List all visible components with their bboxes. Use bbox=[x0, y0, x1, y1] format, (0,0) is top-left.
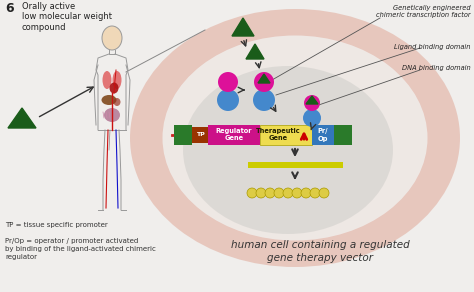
Ellipse shape bbox=[130, 9, 460, 267]
Circle shape bbox=[319, 188, 329, 198]
Text: Pr/Op = operator / promoter activated
by binding of the ligand-activated chimeri: Pr/Op = operator / promoter activated by… bbox=[5, 238, 156, 260]
Circle shape bbox=[283, 188, 293, 198]
Ellipse shape bbox=[183, 66, 393, 234]
Text: Pr/
Op: Pr/ Op bbox=[318, 128, 328, 142]
Circle shape bbox=[256, 188, 266, 198]
Polygon shape bbox=[8, 108, 36, 128]
Circle shape bbox=[304, 95, 320, 111]
Text: Ligand binding domain: Ligand binding domain bbox=[394, 44, 471, 50]
Bar bbox=[312, 125, 334, 145]
Circle shape bbox=[254, 72, 274, 92]
Circle shape bbox=[217, 89, 239, 111]
Circle shape bbox=[247, 188, 257, 198]
Ellipse shape bbox=[102, 71, 111, 89]
Polygon shape bbox=[232, 18, 254, 36]
Text: 6: 6 bbox=[5, 2, 14, 15]
Polygon shape bbox=[258, 74, 270, 83]
Circle shape bbox=[303, 109, 321, 127]
Bar bbox=[260, 125, 312, 145]
Polygon shape bbox=[306, 96, 318, 104]
Ellipse shape bbox=[104, 108, 120, 122]
Ellipse shape bbox=[102, 26, 122, 50]
Bar bbox=[208, 125, 260, 145]
Bar bbox=[334, 125, 352, 145]
Text: TP = tissue specific promoter: TP = tissue specific promoter bbox=[5, 222, 108, 228]
Text: Regulator
Gene: Regulator Gene bbox=[216, 128, 252, 142]
Ellipse shape bbox=[163, 36, 428, 241]
Ellipse shape bbox=[113, 98, 120, 106]
Ellipse shape bbox=[109, 83, 118, 93]
Text: Genetically engineered
chimeric transcription factor: Genetically engineered chimeric transcri… bbox=[376, 5, 471, 18]
Circle shape bbox=[310, 188, 320, 198]
Text: TP: TP bbox=[196, 133, 204, 138]
Circle shape bbox=[265, 188, 275, 198]
Polygon shape bbox=[246, 44, 264, 59]
Text: Therapeutic
Gene: Therapeutic Gene bbox=[255, 128, 301, 142]
Bar bbox=[248, 162, 343, 168]
Circle shape bbox=[218, 72, 238, 92]
Bar bbox=[192, 127, 208, 143]
Circle shape bbox=[274, 188, 284, 198]
Bar bbox=[174, 125, 192, 145]
Ellipse shape bbox=[112, 71, 121, 89]
Circle shape bbox=[292, 188, 302, 198]
Circle shape bbox=[301, 188, 311, 198]
Ellipse shape bbox=[101, 95, 117, 105]
Text: DNA binding domain: DNA binding domain bbox=[402, 65, 471, 71]
Text: Orally active
low molecular weight
compound: Orally active low molecular weight compo… bbox=[22, 2, 112, 32]
Text: human cell containing a regulated
gene therapy vector: human cell containing a regulated gene t… bbox=[231, 240, 410, 263]
Circle shape bbox=[253, 89, 275, 111]
